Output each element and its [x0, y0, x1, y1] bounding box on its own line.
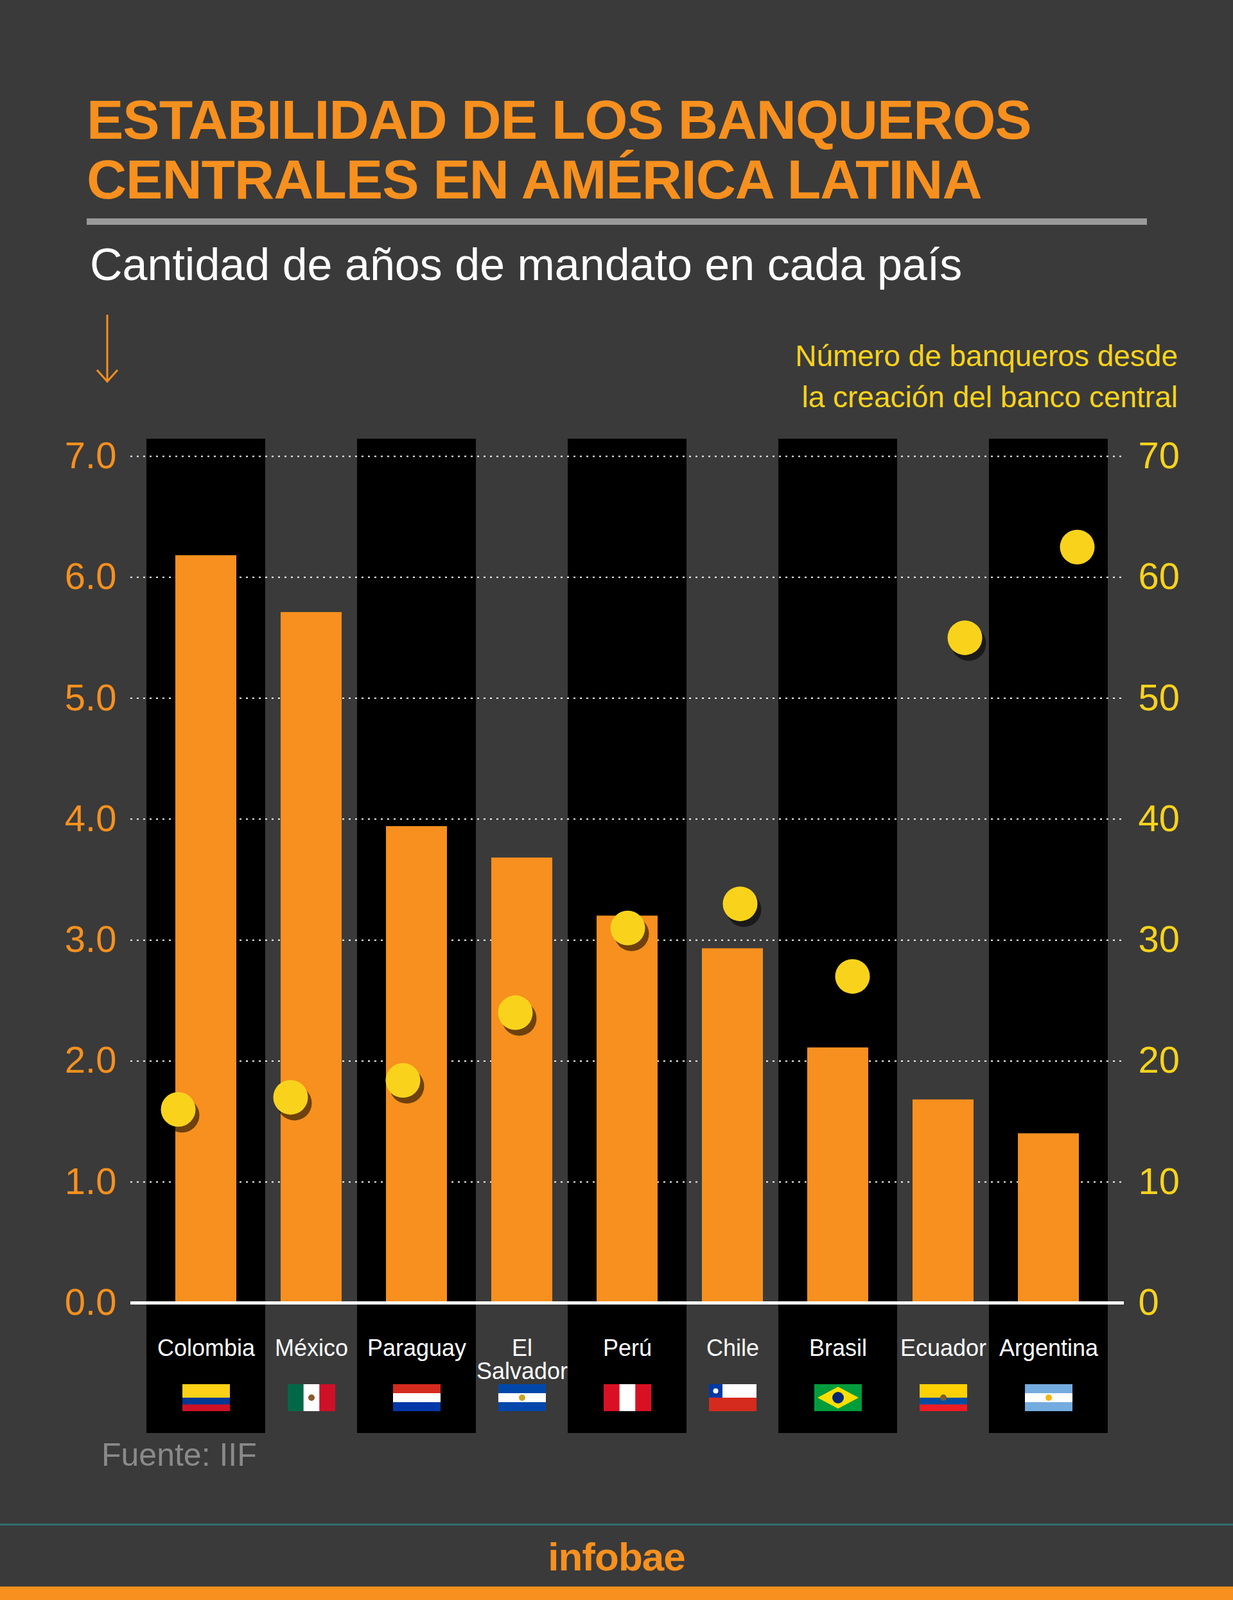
svg-text:70: 70 [1138, 434, 1181, 476]
html-text:Cantidad de años de mandato en: Cantidad de años de mandato en cada país [89, 239, 963, 290]
svg-text:3.0: 3.0 [64, 917, 117, 960]
svg-text:Colombia: Colombia [157, 1334, 256, 1361]
svg-text:10: 10 [1138, 1159, 1181, 1202]
svg-text:0: 0 [1138, 1280, 1160, 1323]
html-text:Número de banqueros desde la c: Número de banqueros desde la creación de… [795, 339, 1178, 414]
svg-text:50: 50 [1138, 676, 1181, 718]
svg-text:5.0: 5.0 [64, 676, 117, 718]
svg-text:6.0: 6.0 [64, 554, 117, 597]
svg-text:Paraguay: Paraguay [367, 1334, 467, 1361]
html-text:infobae: infobae [547, 1534, 686, 1579]
svg-text:2.0: 2.0 [64, 1038, 117, 1081]
svg-text:30: 30 [1138, 917, 1181, 960]
svg-text:4.0: 4.0 [64, 796, 117, 839]
html-text:ESTABILIDAD DE LOS BANQUEROS C: ESTABILIDAD DE LOS BANQUEROS CENTRALES E… [86, 88, 1032, 210]
svg-text:60: 60 [1138, 554, 1181, 597]
svg-text:1.0: 1.0 [64, 1159, 117, 1202]
svg-text:40: 40 [1138, 796, 1181, 839]
svg-text:ElSalvador: ElSalvador [476, 1334, 568, 1384]
svg-text:México: México [274, 1334, 349, 1361]
svg-text:Ecuador: Ecuador [900, 1334, 987, 1361]
svg-text:7.0: 7.0 [64, 434, 117, 476]
svg-text:0.0: 0.0 [64, 1280, 117, 1323]
html-text:Fuente: IIF: Fuente: IIF [101, 1436, 257, 1473]
svg-text:Chile: Chile [706, 1334, 760, 1361]
svg-text:Brasil: Brasil [809, 1334, 867, 1361]
svg-text:20: 20 [1138, 1038, 1181, 1081]
svg-text:Perú: Perú [603, 1334, 652, 1361]
svg-text:Argentina: Argentina [999, 1334, 1099, 1361]
